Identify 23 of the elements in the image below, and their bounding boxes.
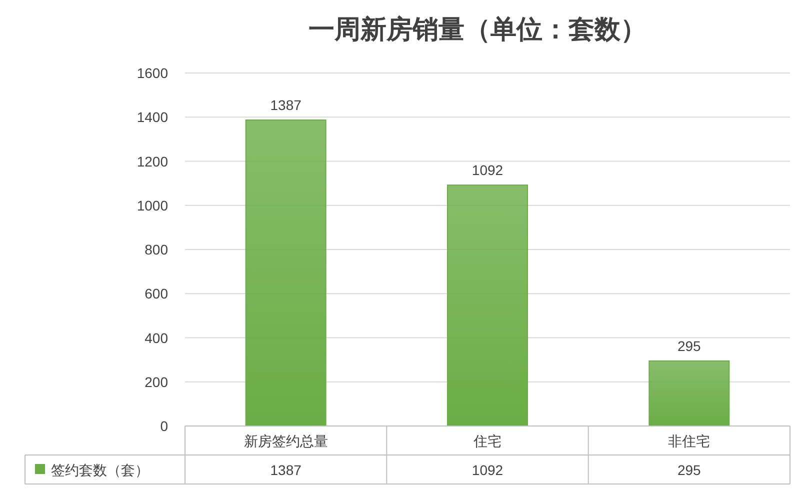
x-tick-label: 非住宅	[668, 433, 710, 449]
text: 1092	[472, 462, 504, 478]
data-label: 1387	[270, 96, 302, 113]
y-tick-label: 400	[144, 330, 168, 346]
data-label: 295	[677, 338, 702, 354]
data-label: 1092	[472, 162, 504, 178]
bar	[245, 119, 326, 426]
y-tick-label: 1600	[136, 65, 168, 81]
y-tick-label: 200	[144, 374, 168, 390]
chart-title: 一周新房销量（单位：套数）	[308, 14, 646, 44]
bar	[648, 360, 730, 426]
bar	[447, 184, 528, 426]
y-tick-label: 1400	[136, 109, 168, 126]
y-tick-label: 600	[144, 286, 168, 302]
x-tick-label: 住宅	[472, 433, 502, 449]
y-tick-label: 1200	[136, 153, 168, 170]
y-tick-label: 1000	[136, 197, 168, 214]
text: 295	[677, 462, 702, 478]
y-tick-label: 800	[144, 242, 168, 258]
legend-label: 签约套数（套）	[51, 462, 149, 478]
y-tick-label: 0	[160, 418, 168, 434]
x-tick-label: 新房签约总量	[244, 433, 328, 449]
text: 1387	[270, 462, 302, 478]
